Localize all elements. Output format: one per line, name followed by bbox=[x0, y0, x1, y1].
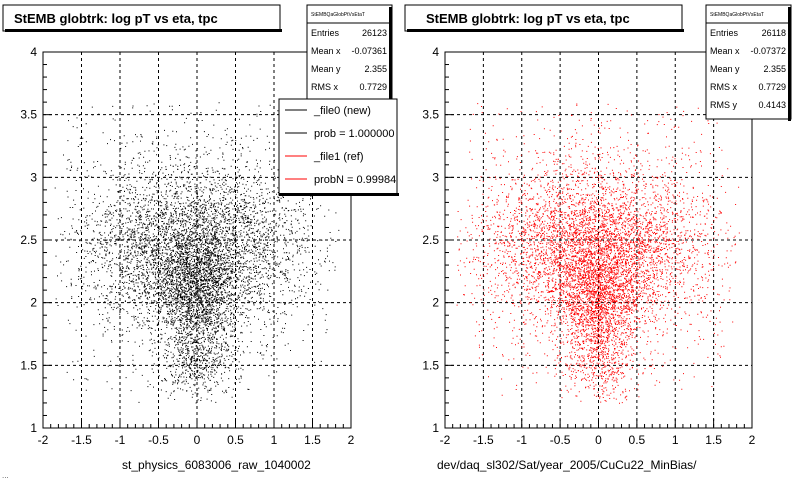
right-stats-value-1: -0.07372 bbox=[750, 46, 786, 56]
right-y-tick-label-6: 4 bbox=[432, 45, 439, 59]
right-x-tick-label-3: -0.5 bbox=[550, 433, 571, 447]
right-x-tick-label-5: 0.5 bbox=[629, 433, 646, 447]
right-x-tick-label-7: 1.5 bbox=[705, 433, 722, 447]
right-stats-label-2: Mean y bbox=[710, 64, 740, 74]
right-title-box: StEMB globtrk: log pT vs eta, tpc bbox=[404, 4, 684, 32]
right-stats-label-0: Entries bbox=[710, 28, 739, 38]
left-y-tick-label-4: 3 bbox=[30, 170, 37, 184]
right-y-tick-label-2: 2 bbox=[432, 296, 439, 310]
left-y-tick-label-2: 2 bbox=[30, 296, 37, 310]
left-x-axis-label: st_physics_6083006_raw_1040002 bbox=[122, 458, 311, 472]
left-title-box: StEMB globtrk: log pT vs eta, tpc bbox=[2, 4, 282, 32]
left-legend: _file0 (new) prob = 1.000000 _file1 (ref) p… bbox=[278, 98, 399, 196]
right-chart-title: StEMB globtrk: log pT vs eta, tpc bbox=[426, 11, 630, 26]
left-y-tick-label-5: 3.5 bbox=[20, 108, 37, 122]
right-stats-box: StEMBQaGlobPtVsEtaT Entries 26118 Mean x -0… bbox=[705, 4, 792, 121]
left-x-tick-label-4: 0 bbox=[194, 433, 201, 447]
left-x-tick-label-1: -1.5 bbox=[71, 433, 92, 447]
left-plot-panel: -2 -1.5 -1 -0.5 0 0.5 1 1.5 2 1 1.5 2 2.5 3 3.5 4 StEMB… bbox=[2, 4, 399, 472]
left-chart-title: StEMB globtrk: log pT vs eta, tpc bbox=[14, 11, 218, 26]
left-x-tick-label-6: 1 bbox=[271, 433, 278, 447]
left-grid bbox=[43, 52, 351, 428]
left-legend-label-1: prob = 1.000000 bbox=[314, 128, 394, 140]
right-x-tick-label-2: -1 bbox=[516, 433, 527, 447]
left-legend-label-0: _file0 (new) bbox=[313, 105, 371, 117]
left-legend-label-2: _file1 (ref) bbox=[313, 151, 364, 163]
right-x-tick-label-1: -1.5 bbox=[473, 433, 494, 447]
right-x-tick-label-8: 2 bbox=[749, 433, 756, 447]
right-stats-header: StEMBQaGlobPtVsEtaT bbox=[710, 12, 764, 18]
right-x-tick-label-4: 0 bbox=[595, 433, 602, 447]
right-stats-value-4: 0.4143 bbox=[758, 100, 786, 110]
left-y-tick-label-3: 2.5 bbox=[20, 233, 37, 247]
right-plot-panel: -2 -1.5 -1 -0.5 0 0.5 1 1.5 2 1 1.5 2 2.5 3 3.5 4 StEMB… bbox=[404, 4, 792, 472]
left-stats-value-2: 2.355 bbox=[364, 64, 387, 74]
right-stats-label-3: RMS x bbox=[710, 82, 738, 92]
footer-text: ... bbox=[2, 471, 9, 480]
right-stats-label-1: Mean x bbox=[710, 46, 740, 56]
right-points-path bbox=[456, 103, 740, 404]
left-stats-rows: Entries 26123 Mean x -0.07361 Mean y 2.355 RMS… bbox=[311, 28, 387, 92]
right-x-tick-label-6: 1 bbox=[672, 433, 679, 447]
left-stats-value-3: 0.7729 bbox=[359, 82, 387, 92]
right-axis-ticks: -2 -1.5 -1 -0.5 0 0.5 1 1.5 2 1 1.5 2 2.5 3 3.5 4 bbox=[422, 45, 755, 447]
left-x-tick-label-3: -0.5 bbox=[148, 433, 169, 447]
left-y-tick-label-0: 1 bbox=[30, 421, 37, 435]
left-stats-value-1: -0.07361 bbox=[351, 46, 387, 56]
left-x-tick-label-8: 2 bbox=[348, 433, 355, 447]
right-stats-label-4: RMS y bbox=[710, 100, 738, 110]
left-x-tick-label-0: -2 bbox=[38, 433, 49, 447]
right-stats-rows: Entries 26118 Mean x -0.07372 Mean y 2.355 RMS… bbox=[710, 28, 786, 110]
left-legend-entries: _file0 (new) prob = 1.000000 _file1 (ref) p… bbox=[285, 105, 396, 186]
left-y-tick-label-1: 1.5 bbox=[20, 358, 37, 372]
left-x-tick-label-2: -1 bbox=[115, 433, 126, 447]
right-stats-value-3: 0.7729 bbox=[758, 82, 786, 92]
left-stats-label-3: RMS x bbox=[311, 82, 339, 92]
right-stats-value-2: 2.355 bbox=[763, 64, 786, 74]
right-x-axis-label: dev/daq_sl302/Sat/year_2005/CuCu22_MinBi… bbox=[437, 458, 697, 472]
left-stats-value-0: 26123 bbox=[362, 28, 387, 38]
left-stats-header: StEMBQaGlobPtVsEtaT bbox=[311, 12, 365, 18]
right-x-tick-label-0: -2 bbox=[440, 433, 451, 447]
left-x-tick-label-7: 1.5 bbox=[304, 433, 321, 447]
right-y-tick-label-1: 1.5 bbox=[422, 358, 439, 372]
left-stats-label-1: Mean x bbox=[311, 46, 341, 56]
left-stats-label-0: Entries bbox=[311, 28, 340, 38]
left-y-tick-label-6: 4 bbox=[30, 45, 37, 59]
right-y-tick-label-5: 3.5 bbox=[422, 108, 439, 122]
left-stats-label-2: Mean y bbox=[311, 64, 341, 74]
left-stats-box: StEMBQaGlobPtVsEtaT Entries 26123 Mean x -0… bbox=[306, 4, 393, 107]
left-axis-ticks: -2 -1.5 -1 -0.5 0 0.5 1 1.5 2 1 1.5 2 2.5 3 3.5 4 bbox=[20, 45, 354, 447]
right-scatter-points bbox=[456, 103, 740, 404]
right-y-tick-label-0: 1 bbox=[432, 421, 439, 435]
left-legend-label-3: probN = 0.99984 bbox=[314, 174, 396, 186]
right-y-tick-label-4: 3 bbox=[432, 170, 439, 184]
right-stats-value-0: 26118 bbox=[762, 28, 786, 38]
right-y-tick-label-3: 2.5 bbox=[422, 233, 439, 247]
left-x-tick-label-5: 0.5 bbox=[227, 433, 244, 447]
